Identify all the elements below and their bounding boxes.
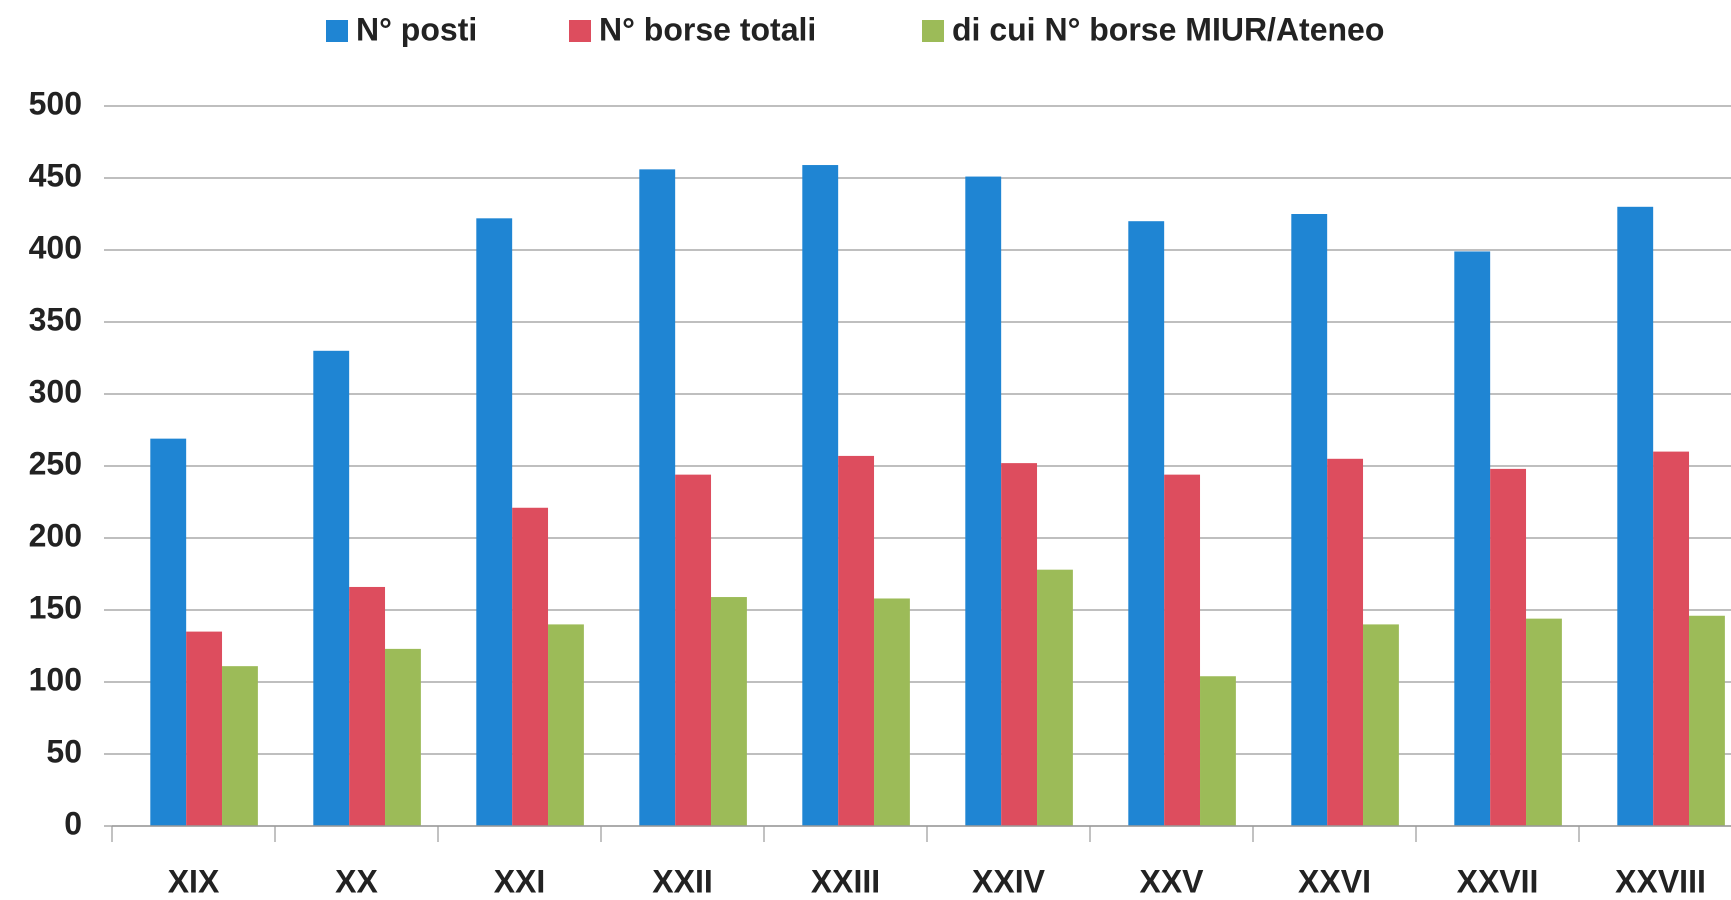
y-tick-label: 50 <box>46 733 82 769</box>
y-tick-label: 0 <box>64 805 82 841</box>
y-tick-label: 400 <box>29 229 82 265</box>
y-tick-label: 150 <box>29 589 82 625</box>
bar <box>639 169 676 827</box>
bar <box>512 507 549 826</box>
bar <box>1001 463 1038 826</box>
bar <box>802 165 839 827</box>
bar <box>874 598 910 826</box>
legend-label: N° borse totali <box>599 11 816 47</box>
bar <box>711 597 747 826</box>
y-tick-label: 200 <box>29 517 82 553</box>
bar <box>1490 468 1527 826</box>
x-tick-label: XXVIII <box>1615 863 1706 899</box>
bar <box>1689 615 1725 826</box>
y-tick-label: 450 <box>29 157 82 193</box>
bar <box>222 666 258 826</box>
bar <box>1526 618 1562 826</box>
legend-swatch <box>569 20 591 42</box>
x-tick-label: XXII <box>652 863 712 899</box>
bar <box>1653 451 1690 826</box>
bar <box>1454 251 1491 826</box>
bar <box>548 624 584 826</box>
x-tick-label: XXI <box>494 863 546 899</box>
bar <box>1128 221 1165 826</box>
bar <box>1617 206 1654 827</box>
legend-swatch <box>326 20 348 42</box>
y-tick-label: 250 <box>29 445 82 481</box>
bar <box>965 176 1002 826</box>
bar <box>675 474 712 826</box>
bar <box>838 455 875 826</box>
bar <box>1291 214 1328 826</box>
bar <box>1363 624 1399 826</box>
y-tick-label: 350 <box>29 301 82 337</box>
bar <box>1200 676 1236 826</box>
bar <box>1327 458 1364 826</box>
x-tick-label: XXVI <box>1298 863 1371 899</box>
bar <box>385 648 421 826</box>
bar <box>1037 569 1073 826</box>
y-tick-label: 100 <box>29 661 82 697</box>
bar <box>313 350 350 826</box>
legend-label: di cui N° borse MIUR/Ateneo <box>952 11 1384 47</box>
bar <box>476 218 513 826</box>
x-tick-label: XXVII <box>1457 863 1539 899</box>
bar <box>186 631 223 826</box>
bar <box>150 438 187 826</box>
x-tick-label: XXIV <box>972 863 1046 899</box>
bar <box>349 586 386 826</box>
y-tick-label: 300 <box>29 373 82 409</box>
y-tick-label: 500 <box>29 85 82 121</box>
bar <box>1164 474 1201 826</box>
x-tick-label: XIX <box>168 863 220 899</box>
legend-swatch <box>922 20 944 42</box>
legend-label: N° posti <box>356 11 477 47</box>
x-tick-label: XXV <box>1139 863 1204 899</box>
x-tick-label: XXIII <box>811 863 880 899</box>
x-tick-label: XX <box>335 863 378 899</box>
